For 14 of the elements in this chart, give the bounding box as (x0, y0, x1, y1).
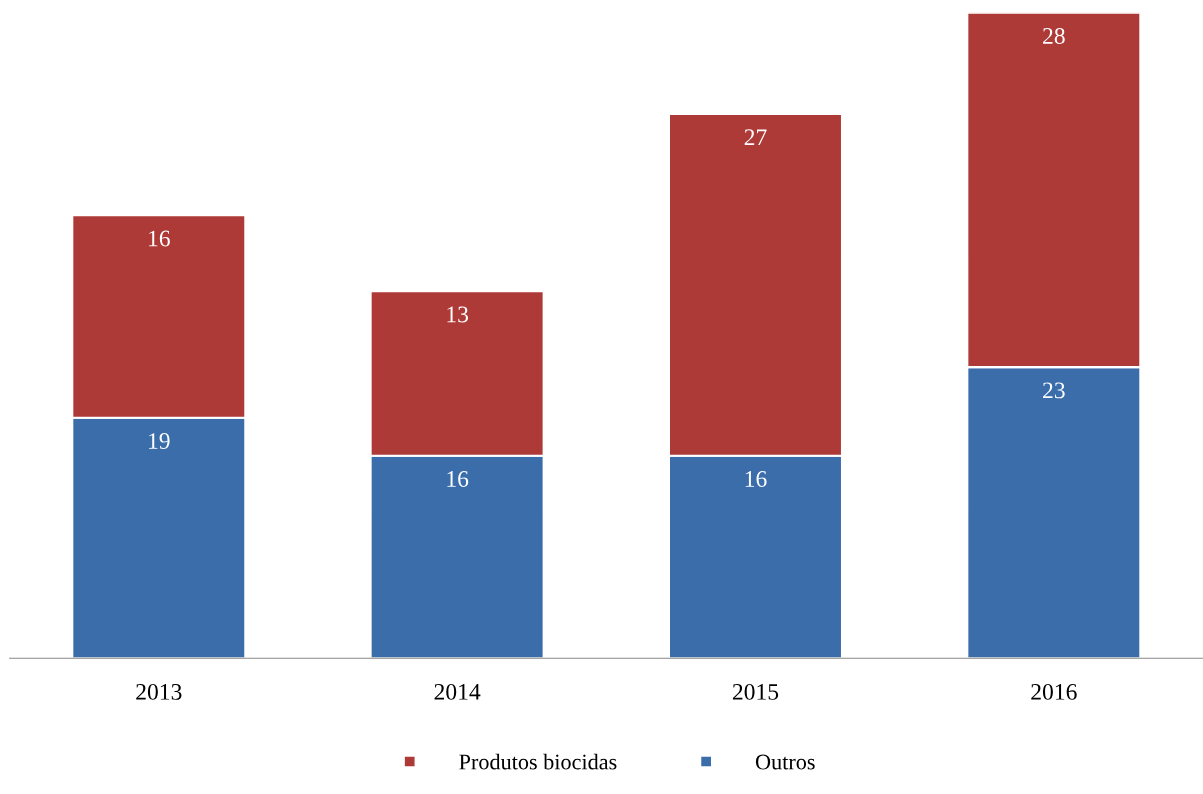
data-label: 19 (149, 433, 170, 449)
legend-label: Outros (755, 754, 815, 770)
data-label: 13 (447, 306, 469, 323)
data-label: 27 (744, 129, 767, 145)
data-label: 16 (149, 230, 170, 247)
data-label: 23 (1043, 382, 1065, 399)
legend-label: Produtos biocidas (459, 753, 617, 770)
data-label: 16 (745, 471, 767, 487)
x-tick-label: 2015 (732, 683, 779, 700)
data-label: 16 (447, 471, 469, 487)
x-tick-label: 2016 (1031, 683, 1077, 700)
x-tick-label: 2014 (434, 683, 481, 700)
data-label: 28 (1043, 27, 1065, 44)
x-tick-label: 2013 (136, 683, 182, 700)
